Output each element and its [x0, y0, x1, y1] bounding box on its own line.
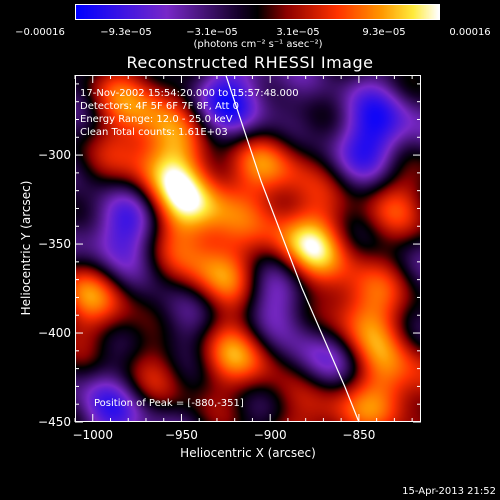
y-tick-label: −300: [38, 148, 71, 162]
colorbar-units: (photons cm⁻² s⁻¹ asec⁻²): [193, 39, 323, 50]
colorbar-tick-label: −9.3e−05: [100, 27, 152, 38]
y-tick-label: −400: [38, 326, 71, 340]
x-tick-label: −900: [254, 428, 287, 442]
info-detectors: Detectors: 4F 5F 6F 7F 8F, Att 0: [80, 101, 240, 112]
colorbar-tick-label: 9.3e−05: [362, 27, 406, 38]
colorbar-tick-label: 0.00016: [449, 27, 491, 38]
info-counts: Clean Total counts: 1.61E+03: [80, 127, 228, 138]
chart-title: Reconstructed RHESSI Image: [126, 53, 374, 72]
y-tick-label: −450: [38, 415, 71, 429]
info-energy-range: Energy Range: 12.0 - 25.0 keV: [80, 114, 233, 125]
x-tick-label: −1000: [72, 428, 113, 442]
x-tick-label: −950: [165, 428, 198, 442]
peak-position-label: Position of Peak = [-880,-351]: [94, 398, 244, 409]
x-tick-label: −850: [342, 428, 375, 442]
x-axis-label: Heliocentric X (arcsec): [180, 446, 316, 460]
colorbar-tick-label: 3.1e−05: [276, 27, 320, 38]
colorbar-tick-label: −3.1e−05: [186, 27, 238, 38]
colorbar-tick-label: −0.00016: [15, 27, 65, 38]
timestamp: 15-Apr-2013 21:52: [402, 486, 496, 497]
y-tick-label: −350: [38, 237, 71, 251]
y-axis-label: Heliocentric Y (arcsec): [19, 180, 33, 316]
info-time-range: 17-Nov-2002 15:54:20.000 to 15:57:48.000: [80, 88, 299, 99]
colorbar: [75, 4, 440, 20]
